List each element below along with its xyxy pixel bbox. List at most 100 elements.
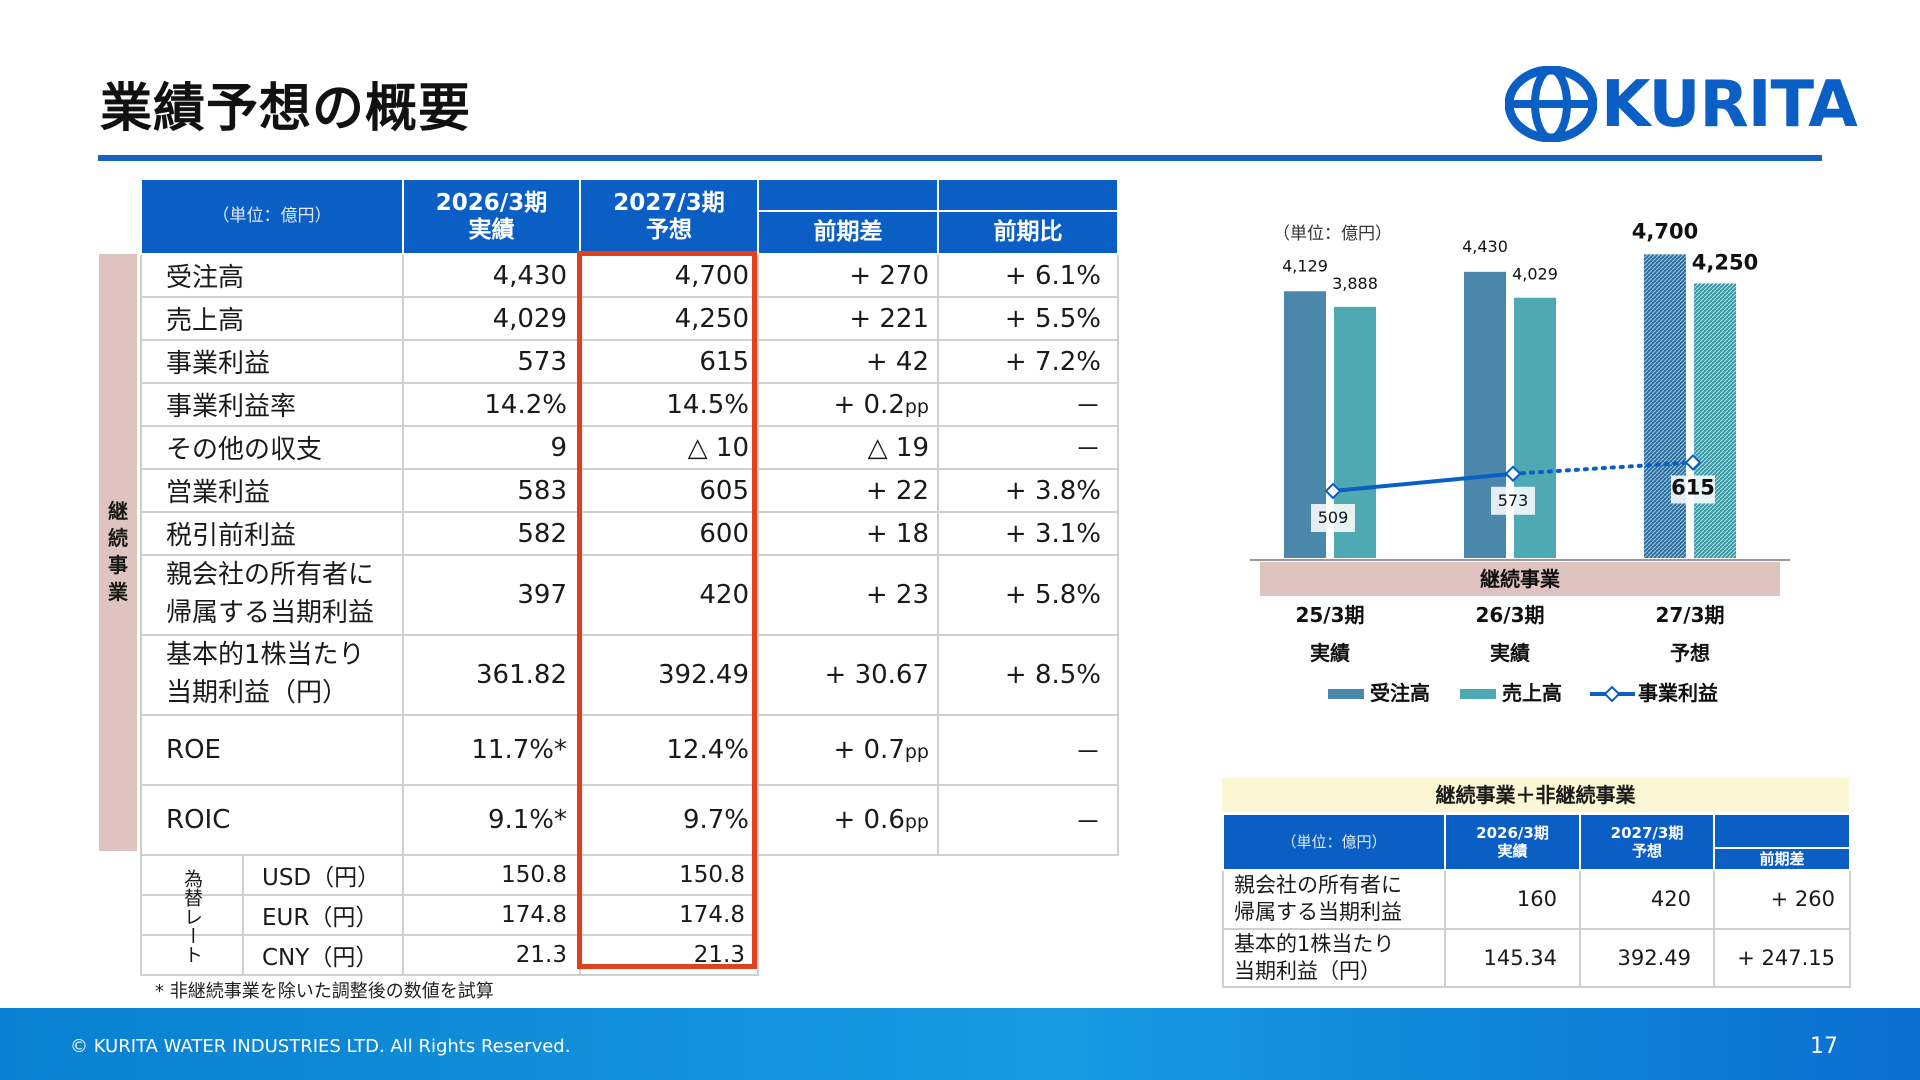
bar-sales-label: 4,029 — [1512, 265, 1558, 284]
sub-diff: + 247.15 — [1713, 927, 1851, 989]
legend-sales-label: 売上高 — [1502, 681, 1562, 705]
actual-cell: 361.82 — [402, 634, 581, 716]
table-row: 基本的1株当たり 当期利益（円） 361.82 392.49 + 30.67 + 8.5% — [140, 634, 1119, 716]
profit-point — [1504, 465, 1522, 483]
header-diff: 前期差 — [757, 210, 939, 255]
diff-cell: + 18 — [757, 511, 939, 556]
chart-unit: （単位：億円） — [1273, 224, 1392, 244]
diff-cell: + 23 — [757, 554, 939, 636]
fx-label-cell: CNY（円） — [140, 934, 404, 976]
forecast-cell: 420 — [579, 554, 759, 636]
profit-label: 615 — [1671, 475, 1715, 499]
actual-cell: 14.2% — [402, 382, 581, 427]
legend-profit-marker — [1603, 685, 1621, 703]
table-row: ROIC 9.1%* 9.7% + 0.6pp － — [140, 784, 1119, 856]
title-rule — [98, 155, 1822, 161]
ratio-cell: + 3.1% — [937, 511, 1119, 556]
continuing-ops-label: 継続事業 — [108, 499, 128, 604]
category-label-bottom: 実績 — [1310, 641, 1350, 665]
profit-line-forecast — [1511, 460, 1695, 476]
table-row: 税引前利益 582 600 + 18 + 3.1% — [140, 511, 1119, 556]
diff-cell: + 221 — [757, 296, 939, 341]
actual-cell: 582 — [402, 511, 581, 556]
row-label: 営業利益 — [140, 468, 404, 513]
sub-row-label: 親会社の所有者に 帰属する当期利益 — [1222, 869, 1446, 930]
diff-cell: △ 19 — [757, 425, 939, 470]
forecast-cell: 4,700 — [579, 253, 759, 298]
actual-cell: 397 — [402, 554, 581, 636]
sub-table-unit: （単位：億円） — [1222, 813, 1446, 871]
profit-label-bg — [1671, 475, 1715, 504]
category-label-top: 25/3期 — [1295, 603, 1364, 627]
sub-header-diff: 前期差 — [1713, 847, 1851, 871]
logo-wordmark: KURITA — [1601, 68, 1858, 142]
fx-empty — [938, 855, 1118, 895]
sub-actual: 145.34 — [1444, 927, 1581, 989]
legend-orders-label: 受注高 — [1370, 681, 1430, 705]
row-label: その他の収支 — [140, 425, 404, 470]
fx-row: USD（円） 為替レート 150.8 150.8 — [140, 854, 1118, 964]
fx-empty — [757, 935, 938, 975]
actual-cell: 573 — [402, 339, 581, 384]
fx-empty — [938, 935, 1118, 975]
profit-label: 573 — [1498, 491, 1529, 510]
ratio-cell: + 7.2% — [937, 339, 1119, 384]
diff-cell: + 42 — [757, 339, 939, 384]
actual-cell: 4,430 — [402, 253, 581, 298]
bar-orders — [1644, 254, 1686, 558]
forecast-cell: △ 10 — [579, 425, 759, 470]
profit-label-bg — [1311, 503, 1355, 532]
actual-cell: 583 — [402, 468, 581, 513]
fx-label: USD（円） — [262, 865, 381, 891]
fx-empty — [757, 855, 938, 895]
bar-orders — [1464, 271, 1506, 558]
sub-forecast: 392.49 — [1579, 927, 1715, 989]
ratio-cell: + 8.5% — [937, 634, 1119, 716]
fx-empty — [757, 895, 938, 935]
fx-forecast: 174.8 — [579, 894, 759, 936]
profit-label: 509 — [1318, 508, 1349, 527]
row-label: 事業利益率 — [140, 382, 404, 427]
diff-cell: + 0.6pp — [757, 784, 939, 856]
sub-actual: 160 — [1444, 869, 1581, 930]
fx-actual: 21.3 — [402, 934, 581, 976]
table-row: 売上高 4,029 4,250 + 221 + 5.5% — [140, 296, 1119, 341]
bar-sales-label: 3,888 — [1332, 274, 1378, 293]
forecast-cell: 4,250 — [579, 296, 759, 341]
sub-forecast: 420 — [1579, 869, 1715, 930]
fx-group-label: 為替レート — [181, 868, 203, 964]
ratio-cell: － — [937, 714, 1119, 786]
sub-row-label: 基本的1株当たり 当期利益（円） — [1222, 927, 1446, 989]
profit-point — [1684, 454, 1702, 471]
actual-cell: 9.1%* — [402, 784, 581, 856]
sub-table-row: 基本的1株当たり 当期利益（円） 145.34 392.49 + 247.15 — [1222, 927, 1851, 989]
ratio-cell: + 3.8% — [937, 468, 1119, 513]
profit-line-actual — [1332, 471, 1514, 493]
fx-label: EUR（円） — [262, 905, 379, 931]
fx-empty — [938, 895, 1118, 935]
category-label-bottom: 予想 — [1670, 641, 1710, 665]
row-label: 税引前利益 — [140, 511, 404, 556]
forecast-cell: 14.5% — [579, 382, 759, 427]
forecast-cell: 600 — [579, 511, 759, 556]
kurita-logo: KURITA — [1505, 66, 1858, 142]
legend-sales-swatch — [1460, 689, 1496, 699]
ratio-cell: － — [937, 784, 1119, 856]
diff-cell: + 0.2pp — [757, 382, 939, 427]
sub-diff: + 260 — [1713, 869, 1851, 930]
bar-orders-label: 4,129 — [1282, 256, 1328, 275]
ratio-cell: － — [937, 382, 1119, 427]
row-label: 売上高 — [140, 296, 404, 341]
row-label: 受注高 — [140, 253, 404, 298]
table-row: その他の収支 9 △ 10 △ 19 － — [140, 425, 1119, 470]
row-label: ROE — [140, 714, 404, 786]
header-blank-diff — [757, 178, 939, 212]
table-row: 親会社の所有者に 帰属する当期利益 397 420 + 23 + 5.8% — [140, 554, 1119, 636]
row-label: 基本的1株当たり 当期利益（円） — [140, 634, 404, 716]
bar-sales — [1694, 283, 1736, 558]
header-2027-forecast: 2027/3期 予想 — [579, 178, 759, 255]
page-title: 業績予想の概要 — [100, 79, 472, 139]
kurita-logo-mark-icon — [1505, 66, 1597, 142]
row-label: 事業利益 — [140, 339, 404, 384]
